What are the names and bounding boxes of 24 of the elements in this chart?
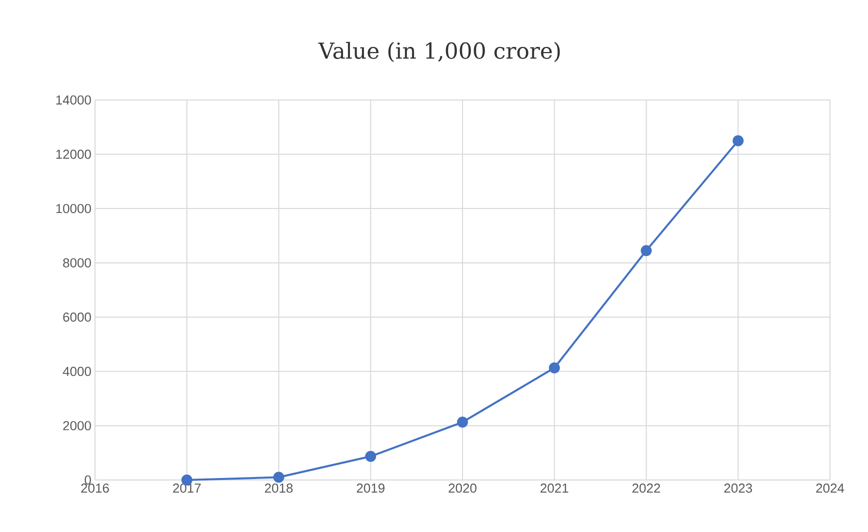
point	[548, 362, 560, 374]
point	[457, 416, 468, 428]
x-tick-label: 2020	[448, 484, 476, 493]
chart-title: Value (in 1,000 crore)	[318, 42, 560, 62]
x-tick-label: 2021	[540, 484, 568, 493]
y-tick-label: 8000	[63, 258, 91, 268]
x-tick-label: 2023	[724, 484, 752, 493]
y-tick-label: 12000	[56, 150, 91, 159]
y-tick-label: 0	[84, 475, 91, 485]
x-tick-label: 2022	[632, 484, 660, 493]
x-tick-label: 2024	[816, 484, 844, 493]
y-tick-label: 2000	[63, 421, 91, 430]
point	[640, 245, 652, 256]
y-tick-label: 14000	[56, 95, 91, 105]
point	[365, 450, 376, 462]
y-tick-label: 4000	[62, 366, 91, 376]
y-tick-label: 6000	[63, 312, 91, 322]
y-tick-label: 10000	[56, 204, 91, 214]
x-tick-label: 2018	[264, 484, 293, 493]
x-tick-label: 2016	[81, 484, 109, 493]
x-tick-label: 2017	[173, 484, 201, 493]
x-tick-label: 2019	[356, 484, 384, 493]
point	[273, 472, 284, 483]
point	[732, 135, 744, 146]
